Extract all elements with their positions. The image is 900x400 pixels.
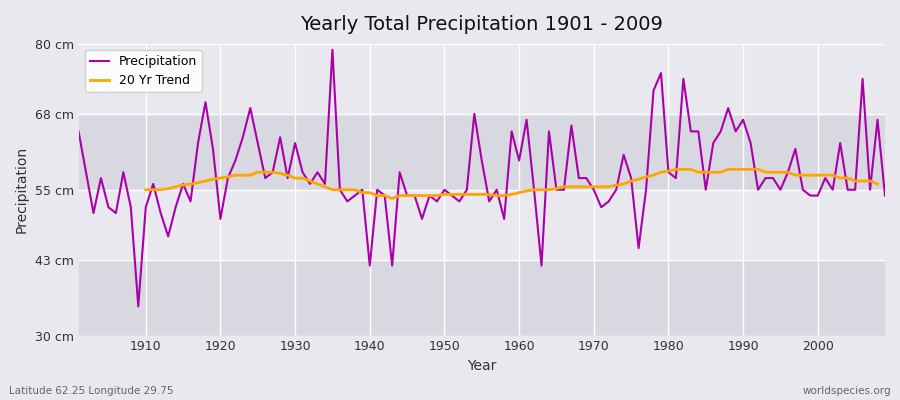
Precipitation	[304, 182, 315, 186]
Precipitation	[73, 129, 84, 134]
20 Yr Trend	[335, 187, 346, 192]
Precipitation	[327, 47, 338, 52]
20 Yr Trend	[514, 190, 525, 195]
20 Yr Trend	[536, 187, 547, 192]
20 Yr Trend	[872, 182, 883, 186]
Precipitation	[618, 152, 629, 157]
20 Yr Trend	[312, 182, 323, 186]
Bar	[78, 44, 885, 114]
Precipitation	[357, 187, 368, 192]
Title: Yearly Total Precipitation 1901 - 2009: Yearly Total Precipitation 1901 - 2009	[301, 15, 663, 34]
Bar	[78, 114, 885, 190]
Line: Precipitation: Precipitation	[78, 50, 885, 306]
Y-axis label: Precipitation: Precipitation	[15, 146, 29, 233]
X-axis label: Year: Year	[467, 359, 497, 373]
20 Yr Trend	[140, 187, 151, 192]
Text: worldspecies.org: worldspecies.org	[803, 386, 891, 396]
Bar	[78, 190, 885, 260]
Text: Latitude 62.25 Longitude 29.75: Latitude 62.25 Longitude 29.75	[9, 386, 174, 396]
Precipitation	[521, 117, 532, 122]
Precipitation	[879, 193, 890, 198]
20 Yr Trend	[364, 190, 375, 195]
Precipitation	[140, 205, 151, 210]
Precipitation	[133, 304, 144, 309]
20 Yr Trend	[730, 167, 741, 172]
20 Yr Trend	[670, 167, 681, 172]
Precipitation	[528, 187, 539, 192]
20 Yr Trend	[387, 196, 398, 201]
Legend: Precipitation, 20 Yr Trend: Precipitation, 20 Yr Trend	[85, 50, 202, 92]
Line: 20 Yr Trend: 20 Yr Trend	[146, 169, 878, 198]
Bar	[78, 260, 885, 336]
